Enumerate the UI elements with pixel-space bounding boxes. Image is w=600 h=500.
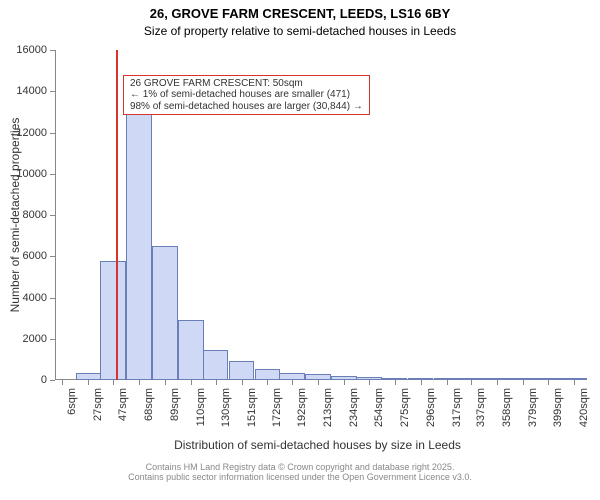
x-tick-label: 68sqm (143, 388, 155, 421)
histogram-bar (279, 373, 305, 380)
x-tick (88, 380, 89, 385)
x-tick (62, 380, 63, 385)
y-tick-label: 4000 (23, 292, 55, 304)
x-tick (395, 380, 396, 385)
y-tick-label: 14000 (16, 85, 55, 97)
x-tick (216, 380, 217, 385)
x-tick-label: 172sqm (271, 388, 283, 427)
y-tick-label: 10000 (16, 168, 55, 180)
x-tick-label: 151sqm (246, 388, 258, 427)
histogram-bar (255, 369, 281, 380)
x-tick-label: 275sqm (399, 388, 411, 427)
x-tick (447, 380, 448, 385)
histogram-bar (229, 361, 255, 380)
x-tick (292, 380, 293, 385)
x-tick-label: 27sqm (92, 388, 104, 421)
x-tick (267, 380, 268, 385)
footer-line1: Contains HM Land Registry data © Crown c… (0, 462, 600, 472)
x-tick (242, 380, 243, 385)
chart-subtitle: Size of property relative to semi-detach… (0, 24, 600, 38)
x-tick (139, 380, 140, 385)
x-tick (369, 380, 370, 385)
chart-plot-area: 0200040006000800010000120001400016000 6s… (55, 50, 580, 380)
histogram-bar (203, 350, 229, 380)
x-tick-label: 130sqm (220, 388, 232, 427)
x-tick (523, 380, 524, 385)
y-axis-label: Number of semi-detached properties (8, 118, 22, 313)
x-tick-label: 192sqm (296, 388, 308, 427)
y-tick-label: 0 (41, 374, 55, 386)
x-tick-label: 358sqm (501, 388, 513, 427)
y-tick-label: 2000 (23, 333, 55, 345)
footer-line2: Contains public sector information licen… (0, 472, 600, 482)
y-tick-label: 12000 (16, 127, 55, 139)
annotation-line2: ← 1% of semi-detached houses are smaller… (130, 89, 363, 101)
x-tick (471, 380, 472, 385)
reference-line (116, 50, 118, 380)
histogram-bar (76, 373, 102, 380)
x-tick (113, 380, 114, 385)
x-tick-label: 234sqm (348, 388, 360, 427)
x-axis-label: Distribution of semi-detached houses by … (55, 438, 580, 452)
annotation-line1: 26 GROVE FARM CRESCENT: 50sqm (130, 78, 363, 90)
x-tick (574, 380, 575, 385)
x-tick-label: 110sqm (195, 388, 207, 426)
x-tick-label: 89sqm (169, 388, 181, 421)
chart-title: 26, GROVE FARM CRESCENT, LEEDS, LS16 6BY (0, 6, 600, 21)
x-tick-label: 317sqm (451, 388, 463, 427)
x-tick-label: 47sqm (117, 388, 129, 421)
x-tick (191, 380, 192, 385)
histogram-bar (100, 261, 126, 380)
x-tick-label: 379sqm (527, 388, 539, 427)
x-tick-label: 254sqm (373, 388, 385, 427)
x-tick-label: 6sqm (66, 388, 78, 415)
histogram-bar (178, 320, 204, 380)
histogram-bar (126, 110, 152, 380)
y-axis-line (55, 50, 56, 380)
x-tick (548, 380, 549, 385)
x-tick-label: 420sqm (578, 388, 590, 427)
annotation-line3: 98% of semi-detached houses are larger (… (130, 101, 363, 113)
x-tick (497, 380, 498, 385)
histogram-bar (152, 246, 178, 380)
x-tick-label: 296sqm (425, 388, 437, 427)
x-tick (421, 380, 422, 385)
x-tick (165, 380, 166, 385)
x-tick (318, 380, 319, 385)
annotation-box: 26 GROVE FARM CRESCENT: 50sqm ← 1% of se… (123, 75, 370, 116)
x-tick-label: 213sqm (322, 388, 334, 427)
y-tick-label: 6000 (23, 250, 55, 262)
footer-attribution: Contains HM Land Registry data © Crown c… (0, 462, 600, 483)
y-tick-label: 8000 (23, 209, 55, 221)
x-tick (344, 380, 345, 385)
y-tick-label: 16000 (16, 44, 55, 56)
x-tick-label: 337sqm (475, 388, 487, 427)
x-tick-label: 399sqm (552, 388, 564, 427)
